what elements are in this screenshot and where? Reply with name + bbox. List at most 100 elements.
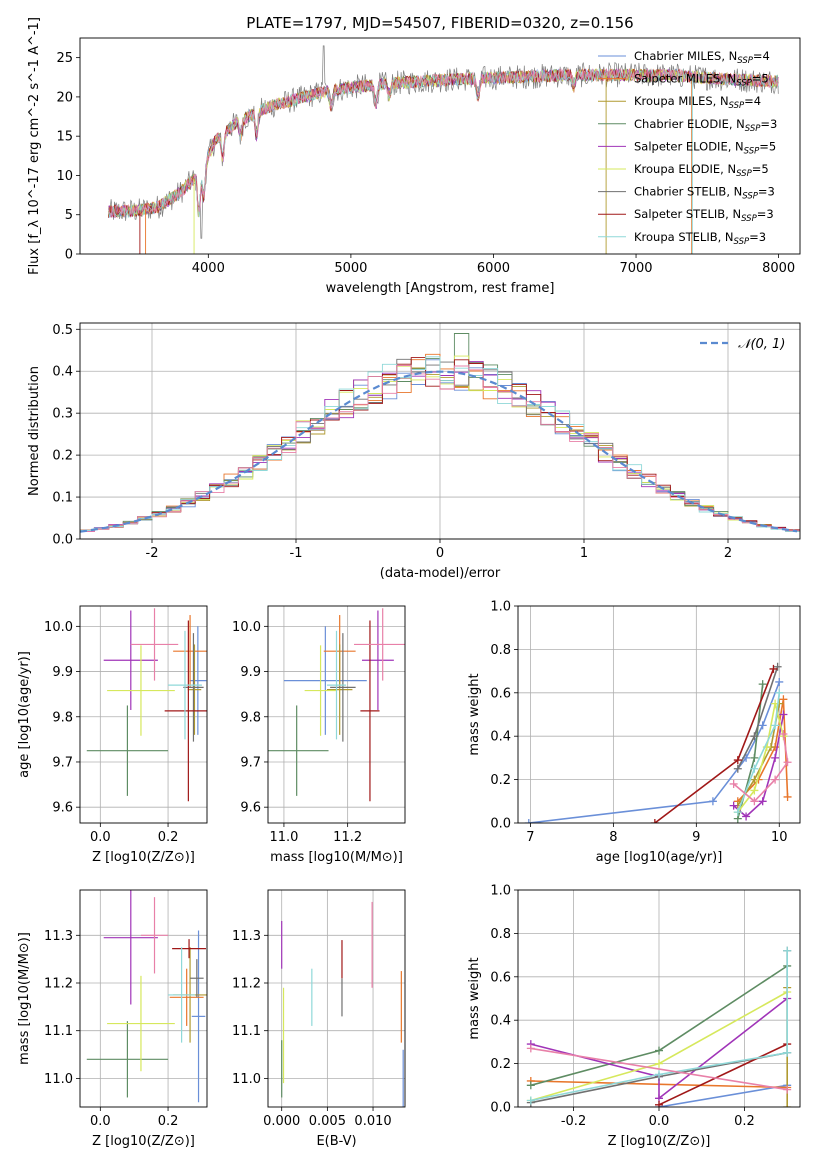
weight-marker-c8	[655, 1100, 663, 1107]
legend-subscript: SSP	[742, 192, 758, 202]
weight-marker-c5	[742, 812, 751, 821]
y-tick-label: 0.8	[490, 927, 511, 942]
legend-text: Kroupa STELIB, N	[634, 230, 734, 244]
y-tick-label: 9.9	[240, 665, 261, 680]
x-tick-label: -0.2	[561, 1114, 586, 1129]
legend-label: Kroupa STELIB, NSSP=3	[634, 230, 766, 247]
y-tick-label: 5	[65, 208, 73, 223]
weight-marker-c10	[783, 758, 792, 767]
legend-label: Salpeter ELODIE, NSSP=5	[634, 139, 776, 156]
axes-weight_vs_Z: -0.2 0.0 0.2 0.0 0.2 0.4 0.6 0.8 1.0 Z [log10(Z/Z…	[467, 884, 801, 1149]
y-tick-label: 11.0	[232, 1072, 261, 1087]
legend-count: =3	[749, 230, 766, 244]
y-tick-label: 9.7	[240, 755, 261, 770]
x-tick-label: 7	[526, 830, 534, 845]
axes-frame	[517, 605, 801, 824]
x-tick-label: 5000	[334, 261, 367, 276]
weight-line-c10	[530, 1047, 788, 1091]
weight-marker-c8	[733, 756, 742, 765]
weight-marker-c5	[779, 710, 788, 719]
weight-marker-c9	[750, 764, 759, 773]
weight-marker-c10	[750, 797, 759, 806]
weight-marker-c4	[758, 680, 767, 689]
axes-weight_vs_age: 7 8 9 10 0.0 0.2 0.4 0.6 0.8 1.0 age [log10(age/yr…	[467, 600, 801, 865]
gaussian-curve	[80, 370, 798, 533]
y-tick-label: 9.9	[52, 665, 73, 680]
legend-count: =5	[752, 72, 769, 86]
x-tick-label: 0.0	[649, 1114, 670, 1129]
axes-frame	[517, 889, 801, 1108]
plot-area	[86, 608, 207, 802]
x-tick-label: -2	[146, 546, 159, 561]
legend-text: Chabrier MILES, N	[634, 49, 737, 63]
x-tick-label: 2	[724, 546, 732, 561]
x-tick-label: 0.005	[309, 1114, 346, 1129]
axes-age_vs_mass: 11.0 11.2 9.6 9.7 9.8 9.9 10.0 mass [log10(M/M⊙…	[232, 605, 406, 865]
axes-age_vs_Z: 0.0 0.2 9.6 9.7 9.8 9.9 10.0 Z [log10(Z/Z⊙)] age…	[17, 605, 208, 865]
legend-text: Salpeter ELODIE, N	[634, 139, 744, 153]
y-tick-label: 0.4	[52, 365, 73, 380]
legend-text: Chabrier ELODIE, N	[634, 117, 745, 131]
legend-label: Kroupa ELODIE, NSSP=5	[634, 162, 769, 179]
x-tick-label: 0.2	[734, 1114, 755, 1129]
legend-count: =5	[752, 162, 769, 176]
y-axis-label: Flux [f_λ 10^-17 erg cm^-2 s^-1 A^-1]	[27, 17, 42, 275]
legend-label: Salpeter STELIB, NSSP=3	[634, 207, 774, 224]
weight-marker-c4	[655, 1046, 663, 1055]
weight-marker-c9	[775, 688, 784, 697]
y-tick-label: 11.3	[44, 929, 73, 944]
y-tick-label: 0.4	[490, 1014, 511, 1029]
weight-marker-c1	[524, 819, 533, 823]
y-tick-label: 10	[56, 169, 73, 184]
weight-marker-c9	[783, 1048, 792, 1057]
x-tick-label: 0.2	[158, 1114, 179, 1129]
axes-frame	[267, 605, 406, 824]
y-tick-label: 0.4	[490, 730, 511, 745]
plot-area	[86, 890, 207, 1103]
y-tick-label: 1.0	[490, 884, 511, 899]
weight-line-c1	[658, 1084, 788, 1107]
x-tick-label: 0.010	[354, 1114, 391, 1129]
y-axis-label: Normed distribution	[27, 366, 42, 496]
weight-marker-c7	[750, 732, 759, 741]
legend-subscript: SSP	[729, 101, 745, 111]
y-tick-label: 0.0	[52, 533, 73, 548]
legend-subscript: SSP	[741, 214, 757, 224]
legend-text: Kroupa MILES, N	[634, 94, 729, 108]
legend-label: Chabrier MILES, NSSP=4	[634, 49, 770, 66]
axes-spectrum: 4000 5000 6000 7000 8000 0 5 10 15 20 25 wavelength…	[27, 17, 801, 296]
legend-count: =3	[760, 117, 777, 131]
y-tick-label: 1.0	[490, 600, 511, 615]
legend-text: Salpeter MILES, N	[634, 72, 736, 86]
y-tick-label: 0.3	[52, 407, 73, 422]
x-tick-label: 11.0	[269, 830, 298, 845]
y-tick-label: 11.0	[44, 1072, 73, 1087]
weight-marker-c8	[769, 664, 778, 673]
y-tick-label: 11.2	[232, 977, 261, 992]
legend-text: Kroupa ELODIE, N	[634, 162, 736, 176]
figure-title: PLATE=1797, MJD=54507, FIBERID=0320, z=0…	[246, 14, 633, 32]
x-axis-label: (data-model)/error	[380, 566, 501, 581]
y-tick-label: 0.0	[490, 817, 511, 832]
x-tick-label: 10	[771, 830, 788, 845]
weight-marker-c10	[783, 1085, 792, 1094]
plot-area	[80, 333, 800, 533]
weight-marker-c9	[783, 946, 792, 955]
y-tick-label: 20	[56, 90, 73, 105]
x-tick-label: 7000	[619, 261, 652, 276]
y-tick-label: 0.1	[52, 491, 73, 506]
legend-subscript: SSP	[734, 237, 750, 247]
legend-text: Chabrier STELIB, N	[634, 185, 742, 199]
weight-marker-c10	[526, 1044, 535, 1053]
y-tick-label: 0.5	[52, 323, 73, 338]
axes-frame	[79, 37, 801, 255]
y-tick-label: 0.0	[490, 1101, 511, 1116]
weight-marker-c8	[650, 819, 659, 823]
legend-count: =3	[758, 185, 775, 199]
weight-marker-c2	[779, 695, 788, 704]
legend-label-gaussian: 𝒩(0, 1)	[738, 337, 785, 352]
plot-area	[268, 608, 405, 802]
spectrum-legend: Chabrier MILES, NSSP=4 Salpeter MILES, N S…	[598, 49, 777, 247]
plot-area	[281, 901, 404, 1107]
weight-marker-c6	[655, 1059, 663, 1068]
